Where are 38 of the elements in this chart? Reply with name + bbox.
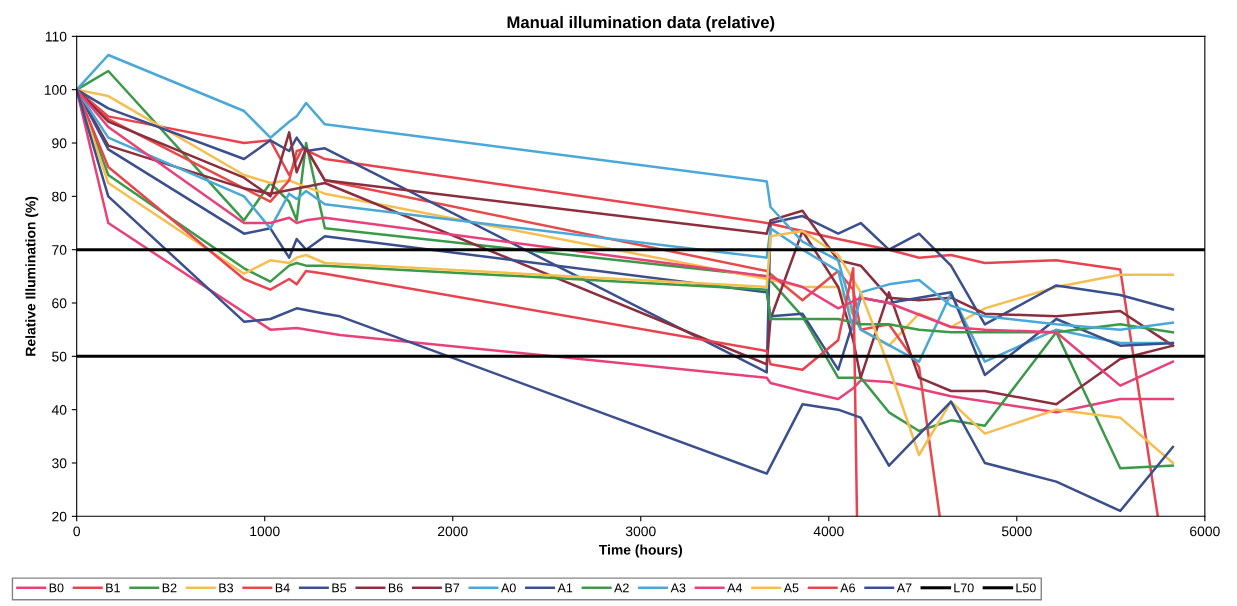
x-tick-label: 2000: [437, 526, 468, 537]
y-tick-label: 40: [51, 404, 67, 415]
x-tick-label: 6000: [1190, 526, 1220, 537]
legend-label: B7: [445, 583, 460, 593]
legend-label: A0: [501, 583, 516, 593]
legend-label: L70: [954, 583, 974, 593]
legend-label: A7: [896, 583, 912, 593]
legend-label: A4: [727, 583, 743, 593]
chart-title: Manual illumination data (relative): [507, 15, 775, 32]
legend-label: B0: [49, 583, 64, 593]
legend-label: A5: [783, 583, 799, 593]
y-tick-label: 80: [52, 191, 67, 202]
y-tick-label: 60: [52, 298, 67, 309]
legend-label: A1: [557, 583, 573, 593]
legend-label: A3: [670, 583, 686, 593]
y-tick-label: 50: [52, 351, 67, 362]
y-tick-label: 20: [52, 511, 67, 522]
legend-label: B3: [219, 583, 234, 593]
legend-label: B5: [332, 583, 347, 593]
x-tick-label: 1000: [250, 526, 280, 537]
x-tick-label: 0: [73, 526, 81, 537]
y-tick-label: 100: [44, 85, 67, 95]
legend-label: B6: [388, 583, 403, 593]
legend-label: B4: [275, 583, 290, 593]
x-axis-title: Time (hours): [598, 544, 683, 558]
legend-label: A2: [614, 583, 629, 593]
x-tick-label: 3000: [625, 526, 656, 537]
y-tick-label: 30: [52, 458, 67, 469]
y-tick-label: 90: [52, 138, 67, 149]
y-tick-label: 110: [45, 31, 67, 42]
legend-label: L50: [1016, 583, 1036, 593]
y-axis-title: Relative Illumination (%): [25, 196, 39, 356]
legend-label: B1: [106, 583, 120, 593]
y-tick-label: 70: [52, 245, 67, 255]
x-tick-label: 4000: [813, 526, 844, 537]
legend-label: A6: [840, 583, 855, 593]
x-tick-label: 5000: [1001, 526, 1032, 537]
legend-label: B2: [162, 583, 177, 593]
